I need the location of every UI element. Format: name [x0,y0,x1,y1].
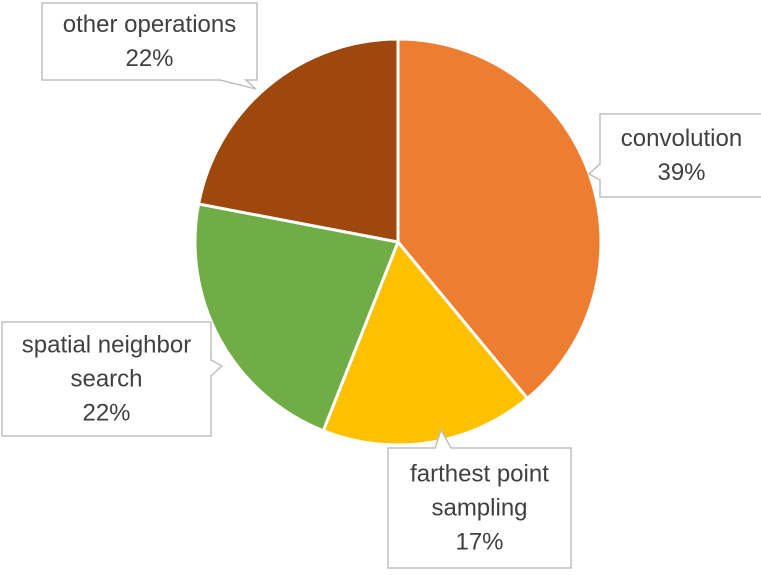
callout-spatial-neighbor-search: spatial neighbor search 22% [1,321,224,437]
callout-box [41,2,258,90]
callout-other-operations: other operations 22% [41,2,258,90]
slice-label: search [70,366,142,393]
callout-convolution: convolution 39% [587,113,761,198]
slices-layer [193,37,603,447]
slice-value-label: 22% [125,45,173,72]
callout-box [587,113,761,198]
callout-box [387,428,572,569]
slice-label: sampling [431,495,527,522]
pie-slice-other-operations [197,37,400,244]
slice-label: other operations [63,11,236,38]
slice-value-label: 17% [455,529,503,556]
slice-label: farthest point [410,461,549,488]
slice-value-label: 39% [657,159,705,186]
pie-slice-spatial-neighbor-search [193,202,400,433]
slice-value-label: 22% [82,400,130,427]
slice-label: spatial neighbor [22,332,191,359]
callout-farthest-point-sampling: farthest point sampling 17% [387,428,572,569]
slice-label: convolution [621,125,742,152]
callout-box [1,321,224,437]
pie-slice-farthest-point-sampling [321,240,529,447]
